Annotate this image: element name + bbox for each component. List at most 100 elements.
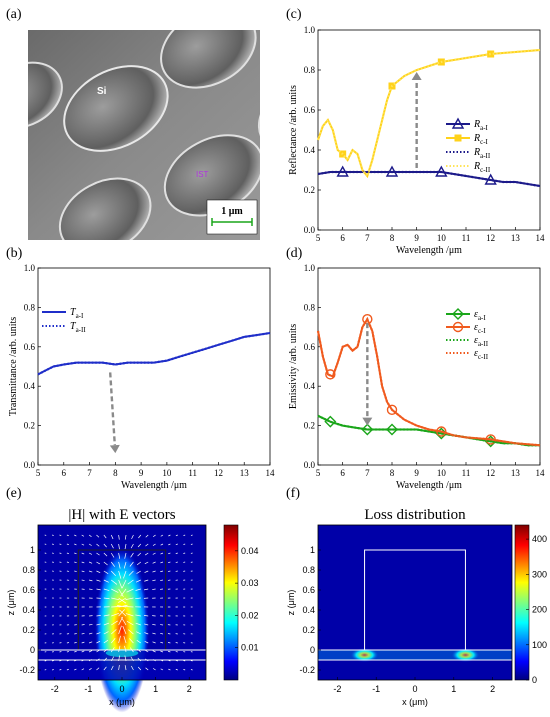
e-vector	[118, 570, 122, 579]
interface-glow	[105, 649, 139, 657]
e-vector	[52, 534, 54, 536]
e-vector	[124, 543, 127, 550]
panel-label-a: (a)	[6, 7, 22, 22]
e-vector	[88, 668, 92, 671]
e-vector	[118, 579, 123, 589]
e-vector	[160, 534, 164, 537]
y-tick-label: 0.0	[24, 460, 36, 470]
x-tick-label: 9	[414, 233, 419, 243]
e-vector	[160, 650, 164, 653]
y-tick-label: 0.8	[304, 302, 316, 312]
e-vector	[103, 657, 108, 662]
e-vector	[66, 651, 70, 653]
x-tick-label: 14	[536, 233, 546, 243]
e-vector	[175, 561, 178, 563]
e-vector	[122, 625, 127, 635]
x-tick-label: 10	[437, 468, 447, 478]
x-tick-label: 5	[316, 468, 321, 478]
e-vector	[118, 635, 121, 644]
e-vector	[66, 561, 70, 563]
y-tick-label: 0.6	[24, 342, 36, 352]
e-vector	[135, 614, 141, 617]
x-axis-label: x (μm)	[402, 697, 428, 707]
e-vector	[111, 606, 120, 608]
y-tick-label: 0.2	[302, 625, 315, 635]
y-tick-label: 0.6	[302, 585, 315, 595]
e-vector	[135, 579, 141, 583]
e-vector	[118, 609, 125, 617]
e-vector	[88, 579, 93, 582]
e-vector	[160, 570, 164, 573]
y-axis-label: Emissivity /arb. units	[288, 324, 299, 409]
e-vector	[96, 561, 101, 565]
e-vector	[143, 588, 149, 591]
reflectance-chart: 5 6 7 8 9 10 11 12 13 14 0.0 0.2 0.4 0.6 0.8 1.0 Wavelen…	[288, 25, 545, 256]
series-line	[316, 316, 541, 447]
e-vector	[118, 543, 120, 550]
y-tick-label: 0.4	[304, 145, 316, 155]
trend-arrowhead	[411, 72, 422, 80]
field-map-chart: |H| with E vectors -2 -1 0 1 2 -0.2 0 0.2 0.4 0.6 0…	[6, 507, 259, 713]
e-vector	[111, 579, 118, 585]
e-vector	[110, 543, 114, 549]
e-vector	[103, 622, 110, 626]
legend-label: εa-I	[474, 309, 486, 322]
y-tick-label: 0.4	[304, 381, 316, 391]
e-vector	[103, 561, 108, 566]
colorbar-tick-label: 0.04	[241, 546, 259, 556]
e-vector	[96, 543, 100, 547]
e-vector	[118, 597, 127, 604]
e-vector	[144, 623, 149, 626]
x-tick-label: 11	[462, 468, 471, 478]
e-vector	[121, 579, 127, 589]
legend: Ta-ITa-II	[42, 307, 86, 334]
series-line	[316, 48, 541, 179]
e-vector	[111, 620, 118, 626]
legend-marker	[452, 308, 464, 320]
e-vector	[167, 570, 171, 572]
e-vector	[118, 588, 124, 597]
y-tick-label: 0.4	[22, 605, 35, 615]
e-vector	[81, 534, 85, 537]
e-vector	[74, 642, 77, 644]
e-vector	[121, 617, 127, 626]
e-vector	[167, 561, 171, 564]
x-tick-label: 6	[340, 233, 345, 243]
x-tick-label: 7	[87, 468, 92, 478]
e-vector	[136, 631, 141, 635]
e-vector	[183, 660, 186, 662]
e-vector	[135, 622, 141, 626]
colorbar	[514, 524, 530, 681]
legend-label: Rc-I	[473, 133, 489, 146]
e-vector	[59, 552, 62, 554]
e-vector	[74, 650, 77, 653]
x-tick-label: 7	[365, 233, 370, 243]
e-vector	[81, 543, 85, 546]
e-vector	[137, 543, 142, 548]
x-tick-label: 2	[490, 684, 495, 694]
y-tick-label: 1.0	[304, 25, 316, 35]
e-vector	[183, 669, 186, 671]
x-tick-label: 10	[162, 468, 172, 478]
x-axis-label: Wavelength /μm	[121, 480, 187, 491]
e-vector	[103, 588, 110, 591]
e-vector	[88, 650, 93, 653]
data-point	[325, 369, 336, 380]
e-vector	[81, 668, 85, 671]
y-tick-label: 1	[30, 545, 35, 555]
e-vector	[110, 552, 115, 558]
e-vector	[66, 552, 70, 554]
e-vector	[152, 650, 156, 653]
e-vector	[88, 632, 93, 635]
e-vector	[135, 588, 141, 591]
e-vector	[144, 552, 149, 556]
e-vector	[74, 552, 77, 555]
e-vector	[152, 641, 156, 644]
e-vector	[152, 561, 156, 564]
e-vector	[81, 552, 85, 555]
pillar-outline	[364, 549, 466, 650]
x-tick-label: 10	[437, 233, 447, 243]
x-tick-label: 5	[316, 233, 321, 243]
x-tick-label: -1	[84, 684, 92, 694]
